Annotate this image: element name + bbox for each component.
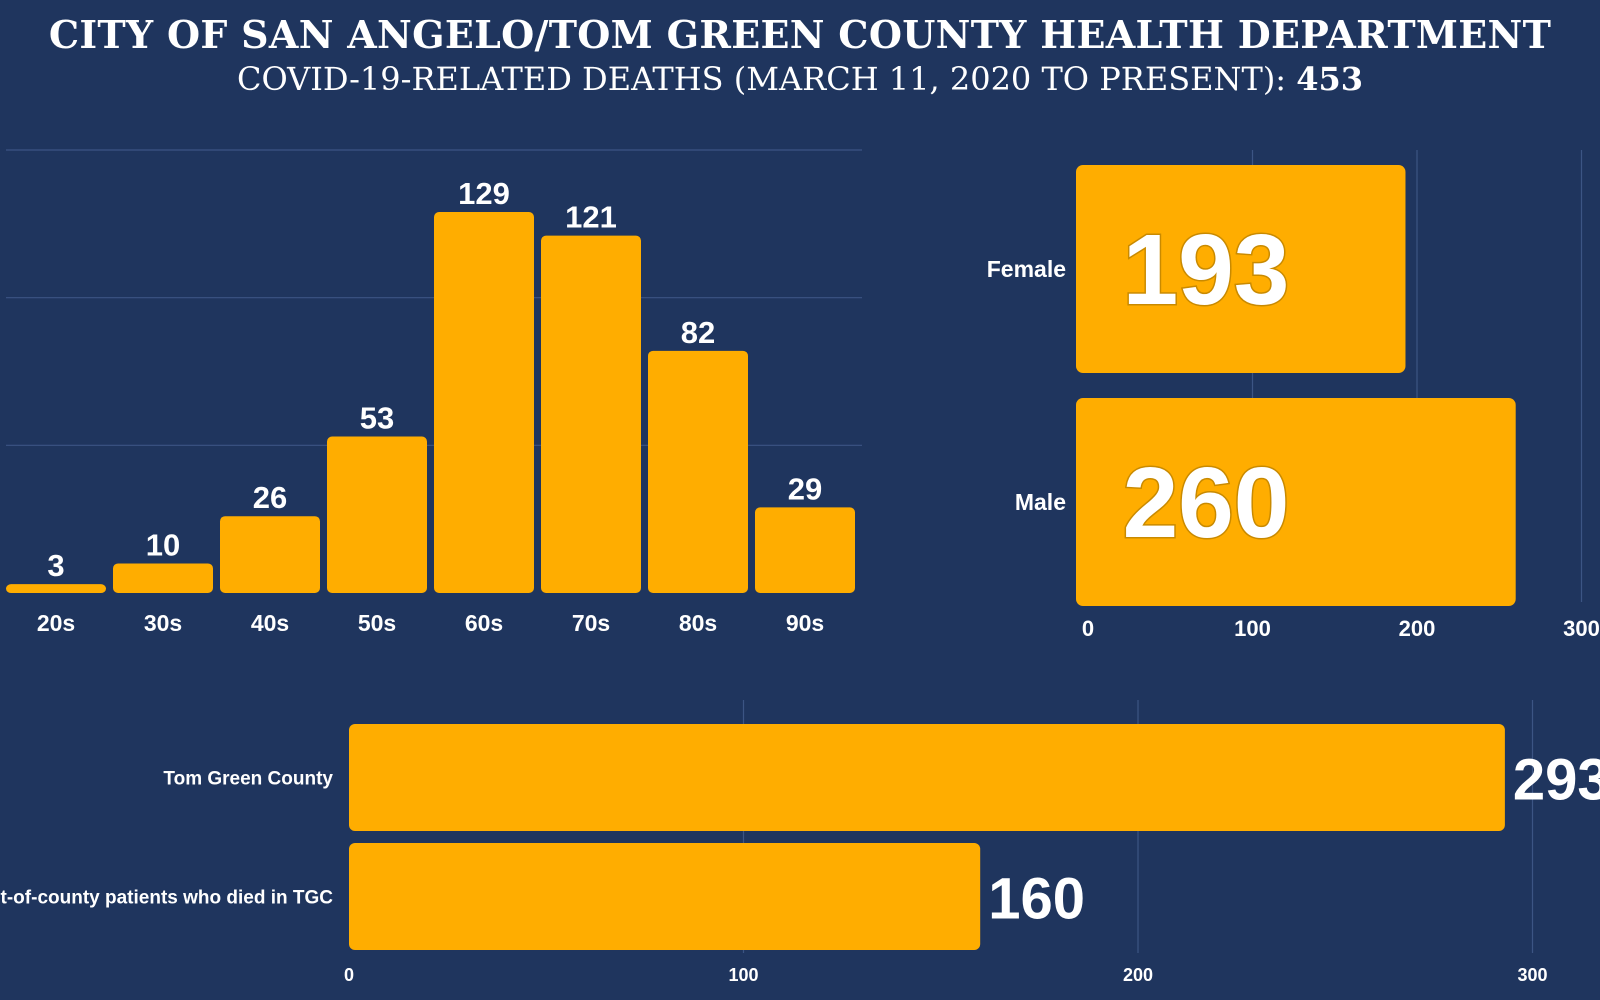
age-axis-label: 40s: [251, 610, 289, 636]
residence-axis-tick: 200: [1123, 965, 1153, 985]
residence-bar-value: 293: [1513, 748, 1600, 813]
age-axis-label: 30s: [144, 610, 182, 636]
age-bar: [648, 350, 748, 593]
sex-axis-tick: 200: [1399, 616, 1436, 641]
age-bar-value: 10: [146, 527, 180, 562]
total-deaths-value: 453: [1296, 60, 1364, 98]
age-bar-chart: 3 20s 10 30s 26 40s 53 50s 129 60s 121 70s 82 80s 29 90…: [6, 149, 862, 636]
age-axis-label: 70s: [572, 610, 610, 636]
sex-category-label: Male: [1015, 489, 1066, 515]
residence-bar-value: 160: [988, 867, 1085, 932]
age-bar-value: 82: [681, 315, 715, 350]
page-subtitle: COVID-19-RELATED DEATHS (MARCH 11, 2020 …: [0, 60, 1600, 98]
residence-category-label: Out-of-county patients who died in TGC: [0, 888, 333, 909]
sex-axis-tick: 100: [1234, 616, 1271, 641]
age-bar: [434, 212, 534, 593]
sex-bar-value: 193: [1123, 214, 1290, 326]
sex-bar: [1076, 165, 1406, 373]
residence-bar-chart: 0 100 200 300 Tom Green County 293 Out-of-coun…: [0, 700, 1600, 985]
sex-bar-chart: 0 100 200 300 Female 193 Male 260: [987, 150, 1600, 641]
sex-bar-value: 260: [1123, 447, 1290, 559]
page-title: CITY OF SAN ANGELO/TOM GREEN COUNTY HEAL…: [48, 12, 1552, 57]
age-bar-value: 26: [253, 480, 287, 515]
sex-bar: [1076, 398, 1516, 606]
age-bar-value: 3: [47, 548, 64, 583]
age-bar: [220, 516, 320, 593]
age-axis-label: 90s: [786, 610, 824, 636]
age-axis-label: 50s: [358, 610, 396, 636]
age-axis-label: 20s: [37, 610, 75, 636]
age-axis-label: 80s: [679, 610, 717, 636]
residence-axis-tick: 0: [344, 965, 354, 985]
residence-bar: [349, 724, 1505, 831]
residence-category-label: Tom Green County: [163, 769, 333, 790]
age-axis-label: 60s: [465, 610, 503, 636]
age-bar: [755, 507, 855, 593]
subtitle-text: COVID-19-RELATED DEATHS (MARCH 11, 2020 …: [236, 60, 1287, 98]
sex-category-label: Female: [987, 256, 1066, 282]
age-bar-value: 29: [788, 471, 822, 506]
age-bar-value: 53: [360, 400, 394, 435]
sex-axis-tick: 300: [1563, 616, 1600, 641]
residence-axis-tick: 300: [1517, 965, 1547, 985]
residence-axis-tick: 100: [728, 965, 758, 985]
age-bar-value: 129: [458, 176, 510, 211]
age-bar: [113, 563, 213, 593]
age-bar: [541, 235, 641, 593]
age-bar: [327, 436, 427, 593]
age-bar-value: 121: [565, 200, 617, 235]
residence-bar: [349, 843, 981, 950]
sex-axis-tick: 0: [1082, 616, 1094, 641]
age-bar: [6, 584, 106, 593]
